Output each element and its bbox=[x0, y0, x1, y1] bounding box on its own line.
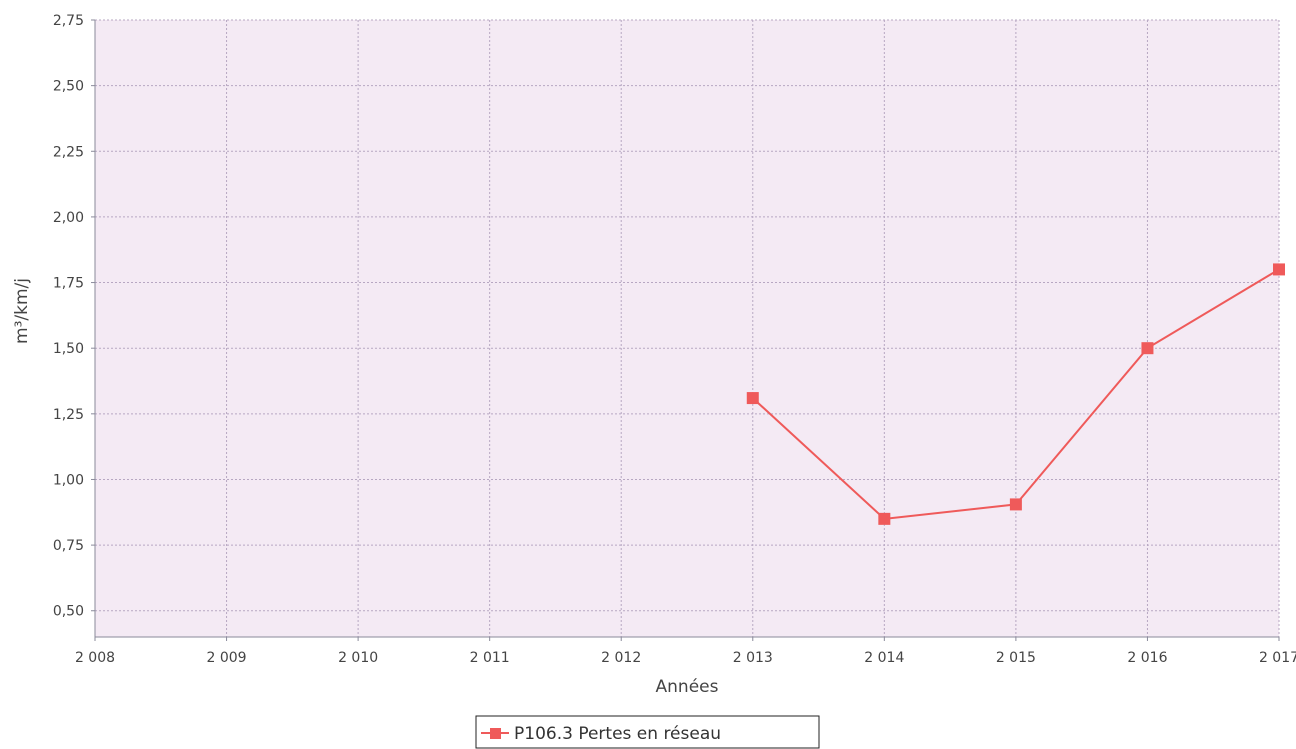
x-tick-label: 2 010 bbox=[338, 650, 378, 666]
y-tick-label: 0,75 bbox=[53, 538, 84, 554]
data-point bbox=[1141, 342, 1154, 355]
x-tick-label: 2 017 bbox=[1259, 650, 1296, 666]
y-tick-label: 1,25 bbox=[53, 407, 84, 423]
y-tick-label: 2,25 bbox=[53, 144, 84, 160]
series-layer bbox=[746, 263, 1285, 525]
y-axis-title: m³/km/j bbox=[12, 278, 32, 344]
data-point bbox=[1009, 498, 1022, 511]
x-tick-label: 2 011 bbox=[470, 650, 510, 666]
legend-marker-swatch bbox=[490, 728, 501, 739]
x-tick-label: 2 015 bbox=[996, 650, 1036, 666]
legend: P106.3 Pertes en réseau bbox=[475, 715, 820, 749]
y-tick-label: 2,50 bbox=[53, 79, 84, 95]
x-tick-label: 2 012 bbox=[601, 650, 641, 666]
y-tick-label: 0,50 bbox=[53, 604, 84, 620]
axes bbox=[91, 19, 1280, 641]
grid-lines bbox=[94, 19, 1280, 637]
y-tick-label: 2,75 bbox=[53, 13, 84, 29]
data-point bbox=[1273, 263, 1285, 276]
legend-box bbox=[475, 715, 820, 749]
legend-label: P106.3 Pertes en réseau bbox=[514, 724, 721, 744]
x-tick-label: 2 013 bbox=[733, 650, 773, 666]
x-tick-label: 2 014 bbox=[864, 650, 904, 666]
x-tick-label: 2 009 bbox=[207, 650, 247, 666]
y-tick-label: 1,75 bbox=[53, 276, 84, 292]
x-axis-title: Années bbox=[656, 677, 719, 697]
y-tick-label: 1,00 bbox=[53, 472, 84, 488]
y-tick-label: 2,00 bbox=[53, 210, 84, 226]
plot-background bbox=[95, 20, 1279, 637]
data-point bbox=[746, 392, 759, 405]
data-point bbox=[878, 512, 891, 525]
x-tick-label: 2 016 bbox=[1127, 650, 1167, 666]
tick-labels: 2 008 2 009 2 010 2 011 2 012 2 013 2 014 2 015… bbox=[53, 13, 1296, 666]
x-tick-label: 2 008 bbox=[75, 650, 115, 666]
y-tick-label: 1,50 bbox=[53, 341, 84, 357]
